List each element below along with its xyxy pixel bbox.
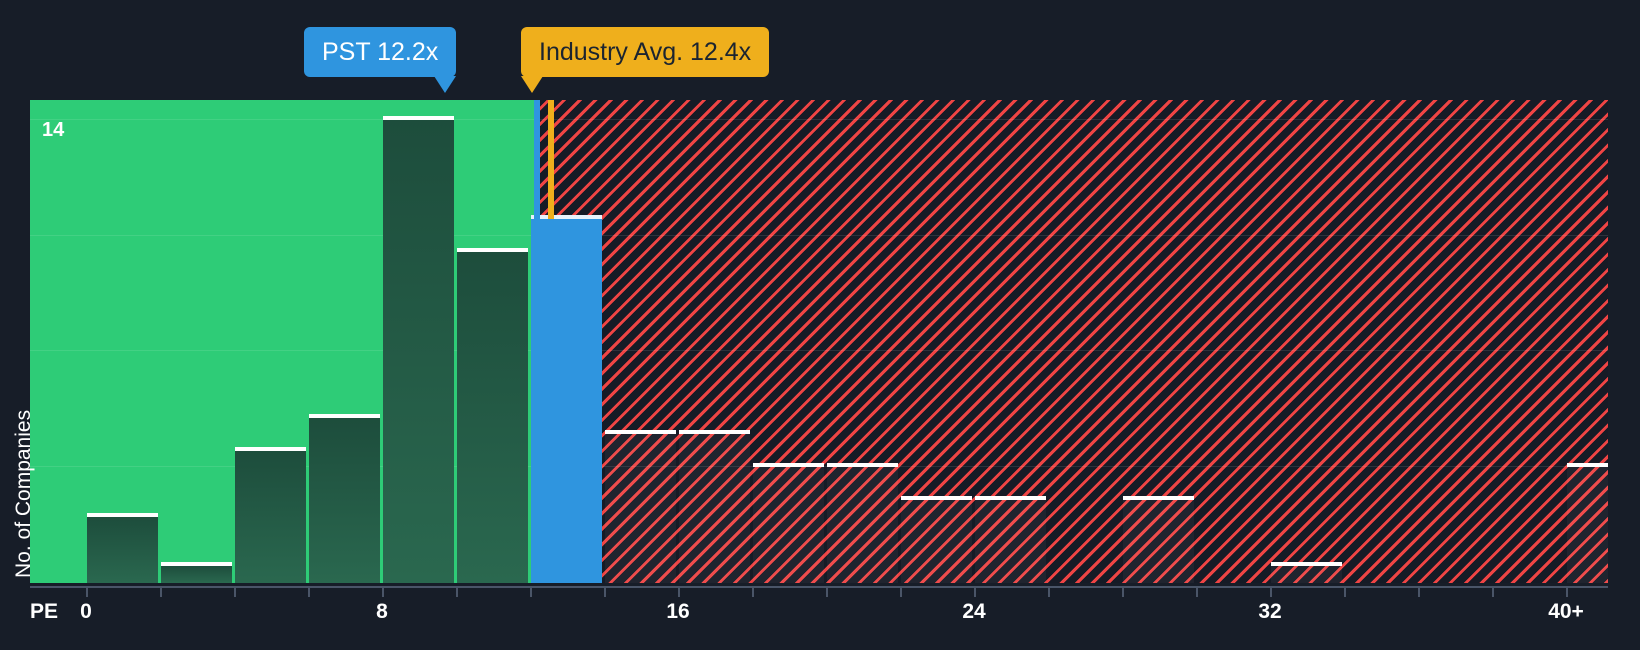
x-tick — [1492, 586, 1494, 597]
x-tick — [1418, 586, 1420, 597]
x-tick — [604, 586, 606, 597]
x-tick — [826, 586, 828, 597]
bar-22-24[interactable] — [901, 496, 972, 583]
industry-callout[interactable]: Industry Avg. 12.4x — [521, 27, 770, 93]
x-tick — [974, 586, 976, 597]
bar-cap — [605, 430, 676, 435]
bar-cap — [679, 430, 750, 435]
bar-18-20[interactable] — [753, 463, 824, 583]
pst-callout[interactable]: PST 12.2x — [304, 27, 457, 93]
industry-callout-tail — [521, 76, 543, 93]
bar-cap — [753, 463, 824, 468]
x-tick — [752, 586, 754, 597]
bar-cap — [901, 496, 972, 501]
x-axis — [30, 586, 1608, 597]
bar-32-34[interactable] — [1271, 562, 1342, 583]
bar-12-14[interactable] — [531, 215, 602, 583]
bar-0-2[interactable] — [87, 512, 158, 583]
pst-callout-label: PST 12.2x — [322, 37, 439, 66]
bar-cap — [827, 463, 898, 468]
bar-cap — [1567, 463, 1608, 468]
x-tick — [382, 586, 384, 597]
bar-24-26[interactable] — [975, 496, 1046, 583]
bar-8-10[interactable] — [383, 115, 454, 583]
x-axis-label-8: 8 — [376, 600, 388, 623]
pst-marker-line — [534, 100, 541, 220]
bar-cap — [531, 215, 602, 220]
x-axis-label-16: 16 — [666, 600, 690, 623]
x-tick — [1344, 586, 1346, 597]
bar-10-12[interactable] — [457, 248, 528, 583]
bar-cap — [457, 248, 528, 253]
y-axis-title: No. of Companies — [12, 409, 35, 578]
bar-cap — [309, 413, 380, 418]
bar-2-4[interactable] — [161, 562, 232, 583]
x-tick — [1048, 586, 1050, 597]
bar-14-16[interactable] — [605, 430, 676, 583]
bar-6-8[interactable] — [309, 413, 380, 583]
bar-cap — [87, 512, 158, 517]
x-tick — [1270, 586, 1272, 597]
plot-area — [30, 100, 1608, 583]
x-axis-label-0: 0 — [80, 600, 92, 623]
x-tick — [1196, 586, 1198, 597]
x-tick — [234, 586, 236, 597]
x-tick — [160, 586, 162, 597]
x-tick — [530, 586, 532, 597]
bar-cap — [235, 446, 306, 451]
bar-cap — [383, 115, 454, 120]
x-tick — [1566, 586, 1568, 597]
x-tick — [900, 586, 902, 597]
bar-28-30[interactable] — [1123, 496, 1194, 583]
x-tick — [1122, 586, 1124, 597]
bar-cap — [975, 496, 1046, 501]
y-max-value-label: 14 — [42, 119, 65, 141]
industry-callout-label: Industry Avg. 12.4x — [539, 37, 752, 66]
x-axis-label-24: 24 — [962, 600, 986, 623]
x-axis-prefix-label: PE — [30, 600, 59, 623]
bar-cap — [161, 562, 232, 567]
bar-20-22[interactable] — [827, 463, 898, 583]
x-axis-label-40+: 40+ — [1548, 600, 1584, 623]
pst-callout-tail — [434, 76, 457, 93]
x-tick — [308, 586, 310, 597]
x-tick — [678, 586, 680, 597]
x-axis-label-32: 32 — [1258, 600, 1282, 623]
bar-cap — [1123, 496, 1194, 501]
overvalued-zone — [537, 100, 1608, 583]
bar-16-18[interactable] — [679, 430, 750, 583]
bar-40+[interactable] — [1567, 463, 1608, 583]
bar-cap — [1271, 562, 1342, 567]
x-tick — [456, 586, 458, 597]
industry-marker-line — [547, 100, 554, 220]
bar-4-6[interactable] — [235, 446, 306, 583]
x-tick — [86, 586, 88, 597]
